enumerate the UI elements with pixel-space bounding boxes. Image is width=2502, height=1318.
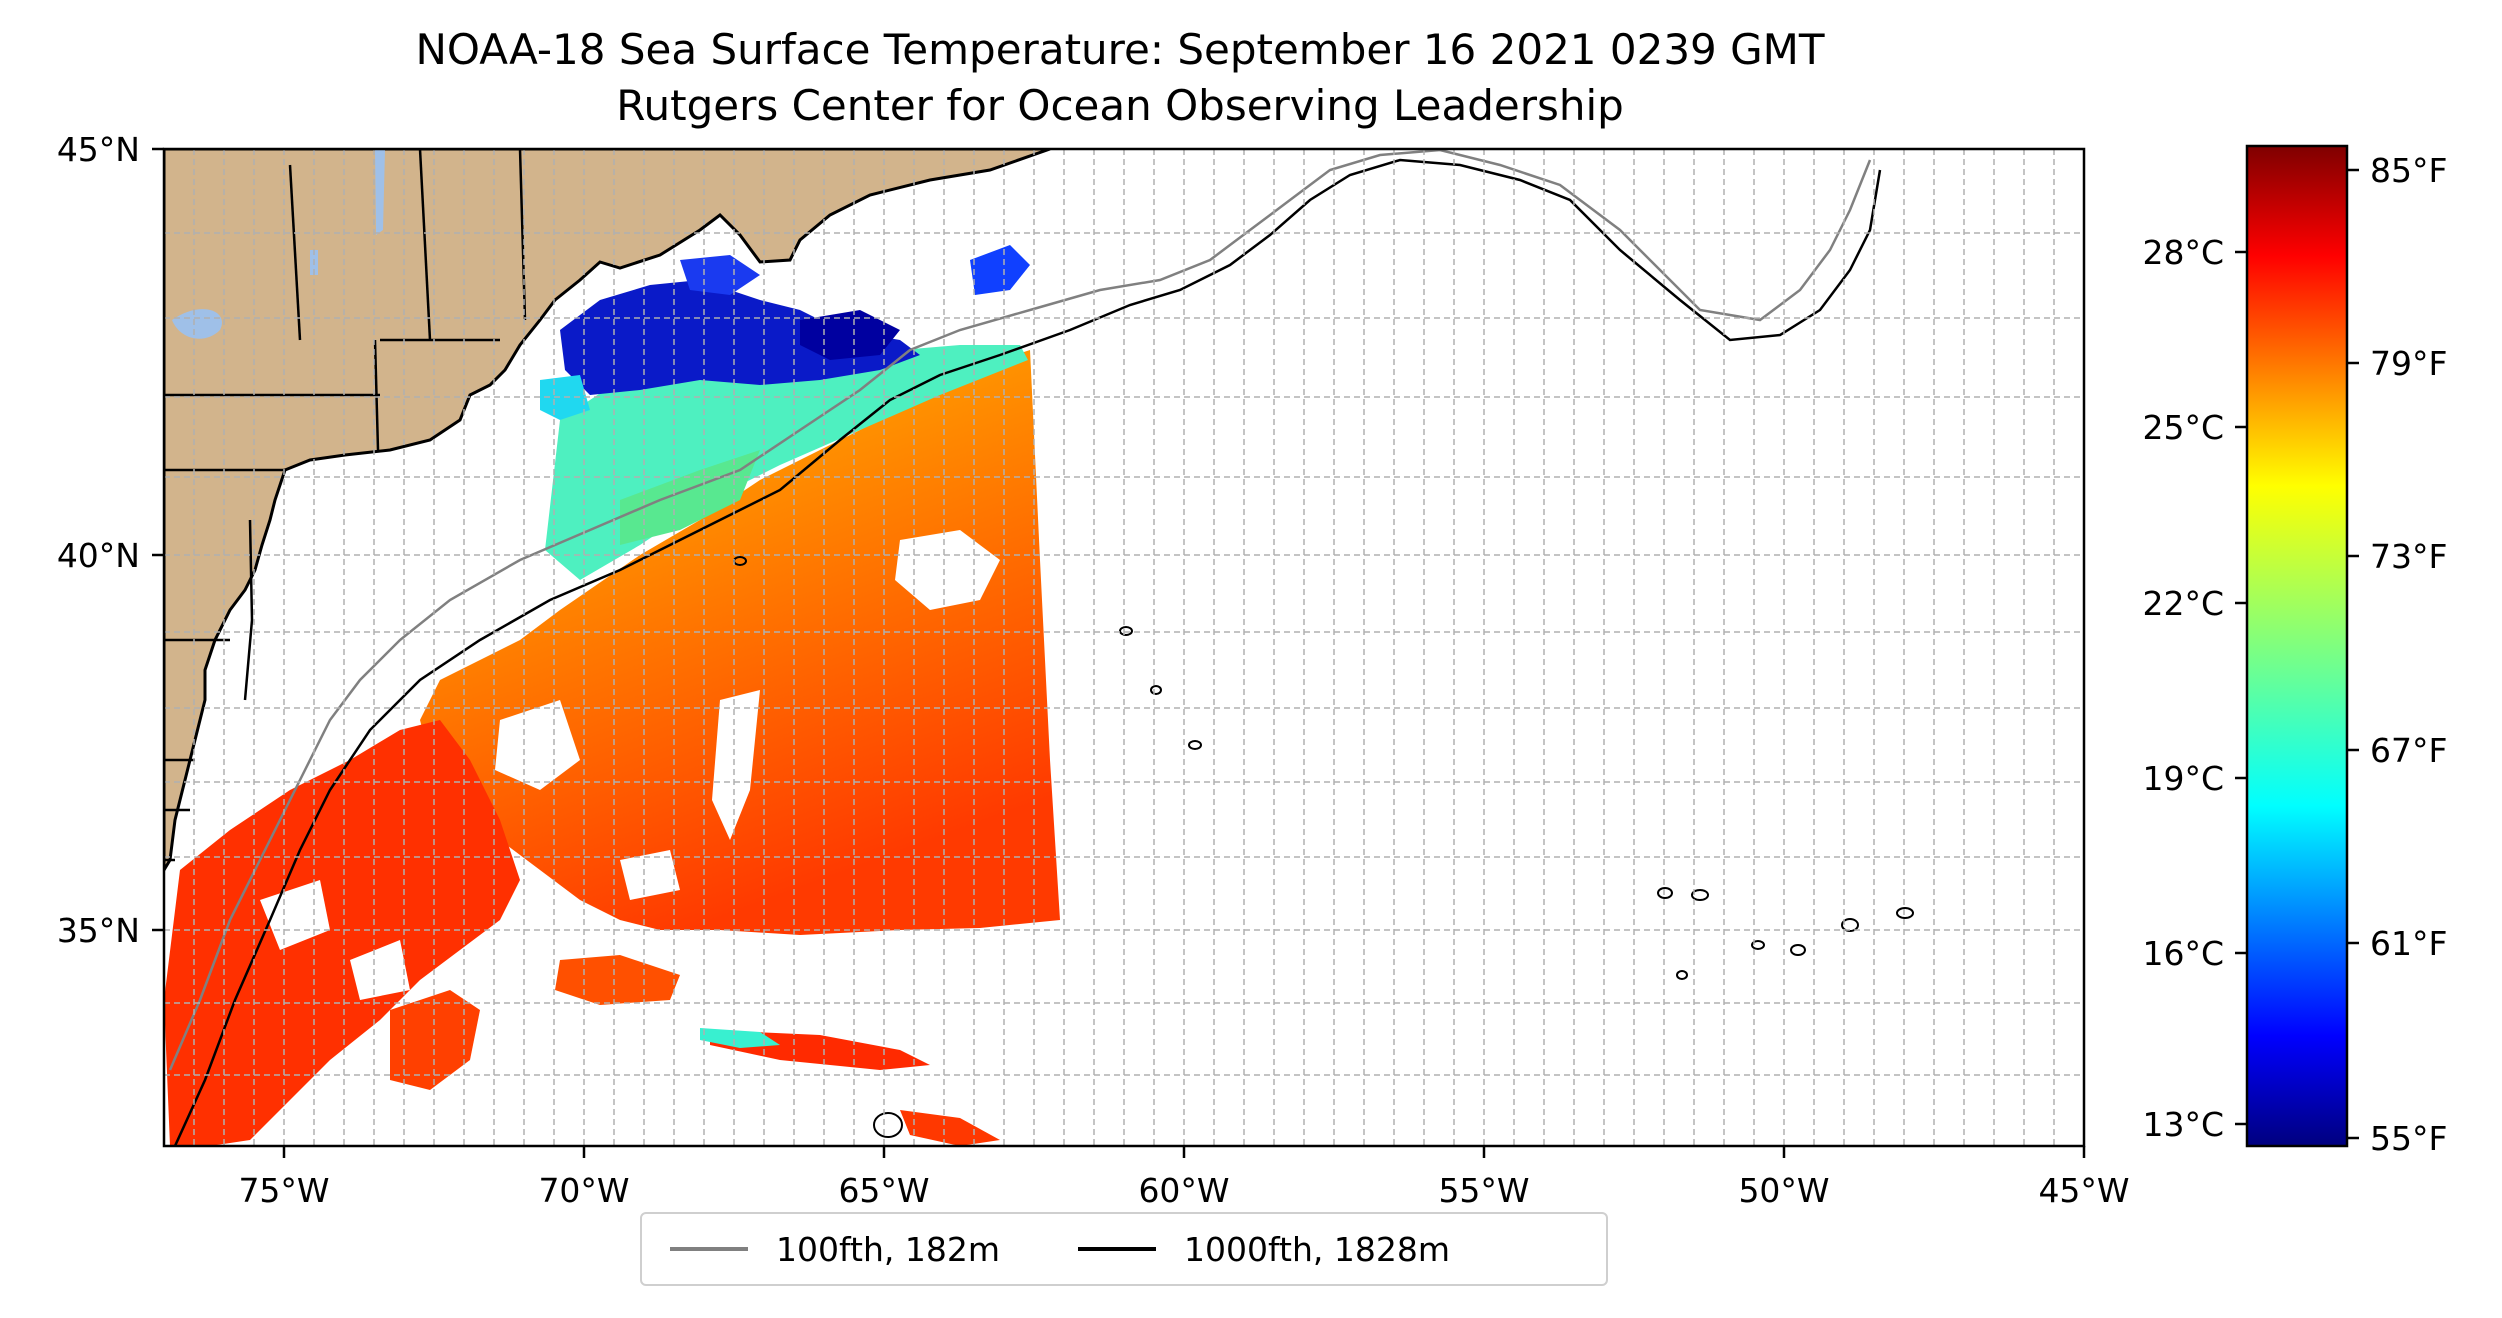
colorbar-fahrenheit-label: 61°F [2370, 924, 2447, 963]
colorbar-celsius-label: 13°C [2142, 1105, 2224, 1144]
colorbar-celsius-label: 25°C [2142, 408, 2224, 447]
lake [172, 309, 222, 339]
lake [375, 150, 385, 235]
colorbar [2245, 144, 2349, 1148]
sst-cyan-patch [700, 1028, 780, 1048]
lon-tick-label: 50°W [1738, 1171, 1829, 1210]
lon-tick-label: 55°W [1438, 1171, 1529, 1210]
sst-warm-patch [555, 955, 680, 1005]
legend: 100fth, 182m 1000fth, 1828m [640, 1212, 1608, 1286]
sst-cool-band [620, 450, 760, 545]
map-content [164, 149, 2084, 1146]
seamount-contours [733, 556, 1914, 1138]
graticule [164, 149, 2084, 1146]
map-subtitle: Rutgers Center for Ocean Observing Leade… [616, 81, 1624, 130]
legend-swatch-1000fth [1078, 1247, 1156, 1251]
legend-label: 100fth, 182m [776, 1229, 1000, 1269]
lon-tick-label: 75°W [238, 1171, 329, 1210]
colorbar-celsius-label: 22°C [2142, 584, 2224, 623]
colorbar-celsius-label: 16°C [2142, 934, 2224, 973]
sst-warm-swath [420, 350, 1060, 935]
land-mass [164, 149, 1051, 873]
colorbar-fahrenheit-label: 85°F [2370, 151, 2447, 190]
state-borders [164, 149, 527, 862]
map-title: NOAA-18 Sea Surface Temperature: Septemb… [415, 25, 1825, 74]
legend-label: 1000fth, 1828m [1184, 1229, 1450, 1269]
sst-warm-coastal [164, 720, 520, 1146]
colorbar-tick-marks [2235, 168, 2359, 1140]
map-frame [162, 147, 2086, 1148]
colorbar-fahrenheit-label: 55°F [2370, 1119, 2447, 1158]
lat-tick-label: 45°N [57, 130, 140, 169]
legend-item-100fth: 100fth, 182m [670, 1230, 1000, 1269]
colorbar-celsius-label: 19°C [2142, 759, 2224, 798]
sst-cold-patch [680, 255, 760, 295]
isobath-100fth [168, 149, 1872, 1071]
lon-tick-label: 65°W [838, 1171, 929, 1210]
lon-tick-marks [282, 1146, 2086, 1158]
sst-cold-patch [560, 280, 920, 395]
sst-warm-patch [390, 990, 480, 1090]
colorbar-fahrenheit-label: 73°F [2370, 537, 2447, 576]
lon-tick-label: 45°W [2038, 1171, 2129, 1210]
lat-tick-label: 35°N [57, 911, 140, 950]
lon-tick-label: 60°W [1138, 1171, 1229, 1210]
colorbar-fahrenheit-label: 79°F [2370, 344, 2447, 383]
colorbar-fahrenheit-label: 67°F [2370, 731, 2447, 770]
sst-cold-patch [970, 245, 1030, 295]
legend-swatch-100fth [670, 1247, 748, 1251]
colorbar-celsius-label: 28°C [2142, 233, 2224, 272]
lon-tick-label: 70°W [538, 1171, 629, 1210]
sst-warm-patch [900, 1110, 1000, 1146]
lat-tick-label: 40°N [57, 536, 140, 575]
sst-cold-patch [800, 310, 900, 360]
lat-tick-marks [152, 147, 164, 932]
legend-item-1000fth: 1000fth, 1828m [1078, 1230, 1450, 1269]
